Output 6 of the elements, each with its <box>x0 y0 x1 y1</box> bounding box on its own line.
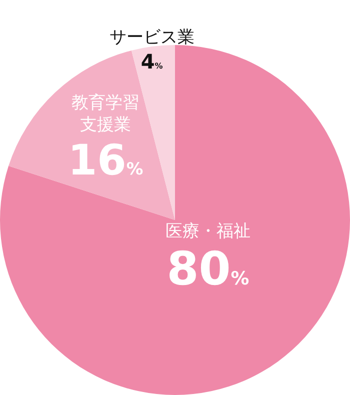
slice-label: サービス業 <box>109 27 194 48</box>
slice-label: 医療・福祉 <box>165 221 250 242</box>
data-label: 16% <box>68 136 144 185</box>
data-label: 4% <box>140 49 163 74</box>
slice-label: 教育学習支援業 <box>72 93 140 136</box>
data-label: 80% <box>166 241 250 296</box>
